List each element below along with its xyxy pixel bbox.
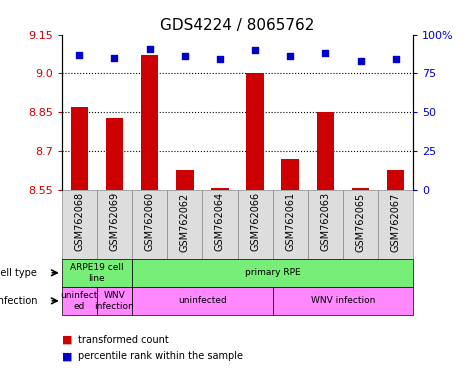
Text: uninfect
ed: uninfect ed — [61, 291, 98, 311]
Point — [181, 53, 189, 60]
Bar — [387, 169, 404, 190]
Bar — [273, 190, 308, 259]
Text: GSM762069: GSM762069 — [109, 192, 120, 252]
Bar — [97, 190, 132, 259]
Bar — [247, 73, 264, 190]
Bar — [202, 190, 238, 259]
Text: WNV
infection: WNV infection — [95, 291, 134, 311]
Bar — [97, 287, 132, 315]
Bar — [211, 188, 228, 190]
Text: GSM762066: GSM762066 — [250, 192, 260, 252]
Text: primary RPE: primary RPE — [245, 268, 301, 277]
Bar — [238, 190, 273, 259]
Point — [251, 47, 259, 53]
Point — [286, 53, 294, 60]
Point — [322, 50, 329, 56]
Bar — [62, 287, 97, 315]
Point — [392, 56, 399, 63]
Bar — [105, 118, 124, 190]
Bar — [308, 190, 343, 259]
Text: transformed count: transformed count — [78, 335, 169, 345]
Bar — [62, 259, 132, 287]
Bar — [141, 55, 158, 190]
Text: infection: infection — [0, 296, 37, 306]
Text: ■: ■ — [62, 351, 72, 361]
Bar — [132, 259, 413, 287]
Bar — [167, 190, 202, 259]
Bar — [71, 107, 88, 190]
Bar — [132, 287, 273, 315]
Bar — [378, 190, 413, 259]
Text: ARPE19 cell
line: ARPE19 cell line — [70, 263, 124, 283]
Title: GDS4224 / 8065762: GDS4224 / 8065762 — [160, 18, 314, 33]
Bar — [316, 113, 334, 190]
Text: percentile rank within the sample: percentile rank within the sample — [78, 351, 243, 361]
Text: GSM762067: GSM762067 — [390, 192, 401, 252]
Bar — [281, 159, 299, 190]
Point — [357, 58, 364, 64]
Point — [111, 55, 118, 61]
Bar — [352, 188, 369, 190]
Text: ■: ■ — [62, 335, 72, 345]
Text: GSM762063: GSM762063 — [320, 192, 331, 252]
Bar — [343, 190, 378, 259]
Text: GSM762064: GSM762064 — [215, 192, 225, 252]
Text: GSM762068: GSM762068 — [74, 192, 85, 252]
Text: uninfected: uninfected — [178, 296, 227, 305]
Point — [216, 56, 224, 63]
Bar — [273, 287, 413, 315]
Bar — [132, 190, 167, 259]
Bar — [62, 190, 97, 259]
Text: GSM762062: GSM762062 — [180, 192, 190, 252]
Point — [76, 52, 83, 58]
Text: GSM762061: GSM762061 — [285, 192, 295, 252]
Text: WNV infection: WNV infection — [311, 296, 375, 305]
Text: GSM762065: GSM762065 — [355, 192, 366, 252]
Point — [146, 46, 153, 52]
Text: cell type: cell type — [0, 268, 37, 278]
Text: GSM762060: GSM762060 — [144, 192, 155, 252]
Bar — [176, 169, 194, 190]
